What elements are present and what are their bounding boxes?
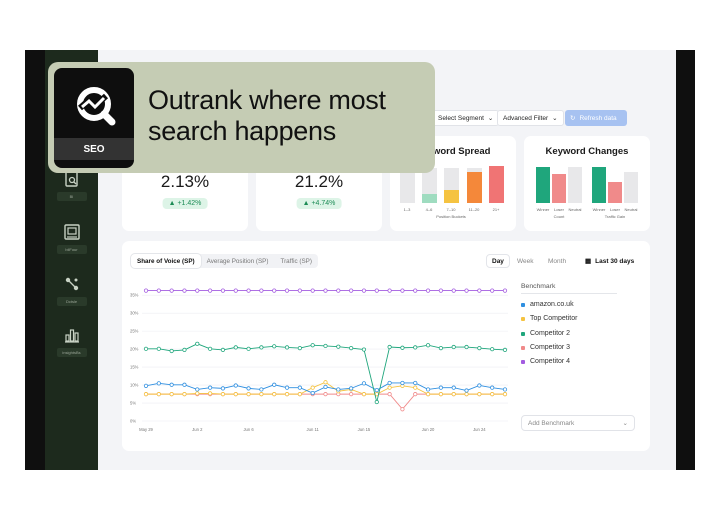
legend-item[interactable]: Competitor 3 [521, 344, 570, 351]
spread-bar [422, 194, 437, 203]
legend-item[interactable]: amazon.co.uk [521, 301, 574, 308]
sidebar-item-label: BI [56, 192, 87, 201]
period-month-button[interactable]: Month [548, 257, 567, 265]
headline-line-1: Outrank where most [148, 85, 386, 115]
legend-label: Competitor 4 [530, 358, 571, 365]
legend-item[interactable]: Competitor 4 [521, 358, 570, 365]
spread-xlabel: Position Buckets [436, 214, 466, 219]
keyword-spread-title: Keyword Spread [415, 146, 491, 157]
changes-tick: Winner [537, 207, 550, 212]
changes-bar [608, 182, 622, 203]
calendar-icon: ▦ [585, 258, 592, 265]
promo-headline: Outrank where most search happens [148, 85, 386, 147]
advanced-filter-label: Advanced Filter [503, 114, 549, 122]
legend-swatch [521, 359, 525, 364]
keyword-changes-card: Keyword Changes Winner Loser Neutral Win… [524, 136, 650, 231]
refresh-icon: ↻ [570, 115, 576, 122]
legend-label: Competitor 3 [530, 344, 571, 351]
sidebar-item-label: bilFour [56, 245, 87, 254]
metric-tabs: Share of Voice (SP) Average Position (SP… [131, 254, 318, 268]
spread-tick: 11–20 [469, 207, 481, 212]
spread-tick: 1–3 [404, 207, 411, 212]
stat-value: 2.13% [160, 172, 210, 191]
headline-line-2: search happens [148, 116, 336, 146]
stat-delta-badge: ▲ +4.74% [296, 198, 342, 209]
changes-bar [624, 172, 638, 203]
changes-tick: Loser [610, 207, 621, 212]
changes-group-label: Traffic Gain [605, 214, 625, 219]
changes-bar [592, 167, 606, 203]
delta-value: +4.74% [311, 200, 336, 207]
chevron-down-icon: ⌄ [487, 115, 494, 122]
changes-group-label: Count [554, 214, 566, 219]
keyword-changes-title: Keyword Changes [545, 146, 629, 157]
changes-tick: Loser [554, 207, 565, 212]
legend-swatch [521, 331, 525, 336]
add-benchmark-dropdown[interactable]: Add Benchmark ⌄ [521, 415, 635, 431]
arrow-up-icon: ▲ [168, 200, 178, 207]
changes-bar [536, 167, 550, 203]
changes-bar [552, 174, 566, 203]
stat-delta-badge: ▲ +1.42% [162, 198, 208, 209]
refresh-data-button[interactable]: ↻ Refresh data [565, 110, 627, 126]
spread-bar [444, 190, 459, 203]
stat-value: 21.2% [294, 172, 344, 191]
sidebar-item-insights[interactable]: insightsBs [45, 326, 98, 357]
chevron-down-icon: ⌄ [622, 420, 628, 427]
changes-tick: Neutral [625, 207, 638, 212]
tab-traffic[interactable]: Traffic (SP) [280, 257, 312, 265]
window-user-icon [63, 224, 80, 240]
legend-label: Competitor 2 [530, 330, 571, 337]
period-week-button[interactable]: Week [517, 257, 534, 265]
spread-bar-bg [400, 168, 415, 203]
chevron-down-icon: ⌄ [552, 115, 558, 122]
delta-value: +1.42% [177, 200, 202, 207]
keyword-spread-card: Keyword Spread 1–3 4–6 7–10 11–20 21+ Po… [390, 136, 516, 231]
legend-item[interactable]: Top Competitor [521, 315, 577, 322]
changes-tick: Neutral [569, 207, 582, 212]
legend-swatch [521, 345, 525, 350]
select-segment-label: Select Segment [438, 114, 484, 122]
sidebar-item-label: Dctsle [56, 297, 87, 306]
date-range-label: Last 30 days [595, 257, 635, 265]
spread-tick: 21+ [493, 207, 500, 212]
sidebar-item-label: insightsBs [56, 348, 87, 357]
sidebar-item-bilfour[interactable]: bilFour [45, 223, 98, 254]
keyword-spread-chart: 1–3 4–6 7–10 11–20 21+ Position Buckets [400, 166, 504, 219]
tab-average-position[interactable]: Average Position (SP) [206, 257, 269, 265]
legend-divider [521, 293, 617, 294]
sidebar-item-bi[interactable]: BI [45, 170, 98, 201]
advanced-filter-dropdown[interactable]: Advanced Filter ⌄ [497, 110, 564, 126]
promo-banner: SEO Outrank where most search happens [48, 62, 435, 173]
add-benchmark-label: Add Benchmark [528, 419, 575, 427]
legend-item[interactable]: Competitor 2 [521, 330, 570, 337]
legend-label: amazon.co.uk [530, 301, 574, 308]
legend-swatch [521, 302, 525, 307]
right-frame [676, 50, 695, 470]
spread-tick: 7–10 [447, 207, 457, 212]
seo-badge: SEO [54, 138, 134, 160]
spread-bar [489, 166, 504, 203]
search-trend-icon [77, 87, 116, 126]
nodes-icon [65, 277, 78, 291]
spread-bar [467, 172, 482, 203]
benchmark-title: Benchmark [521, 283, 556, 290]
seo-logo: SEO [54, 68, 134, 168]
refresh-label: Refresh data [579, 114, 617, 122]
legend-swatch [521, 316, 525, 321]
legend-label: Top Competitor [530, 315, 578, 322]
spread-tick: 4–6 [426, 207, 433, 212]
period-day-button[interactable]: Day [486, 254, 510, 268]
changes-bar [568, 167, 582, 203]
left-frame [25, 50, 45, 470]
date-range-selector[interactable]: ▦ Last 30 days [580, 254, 639, 268]
changes-tick: Winner [593, 207, 606, 212]
select-segment-dropdown[interactable]: Select Segment ⌄ [432, 110, 500, 126]
tab-share-of-voice[interactable]: Share of Voice (SP) [131, 254, 201, 268]
bar-chart-icon [64, 329, 79, 343]
arrow-up-icon: ▲ [302, 200, 312, 207]
keyword-changes-chart: Winner Loser Neutral Winner Loser Neutra… [536, 167, 638, 219]
sidebar-item-dctsle[interactable]: Dctsle [45, 275, 98, 306]
